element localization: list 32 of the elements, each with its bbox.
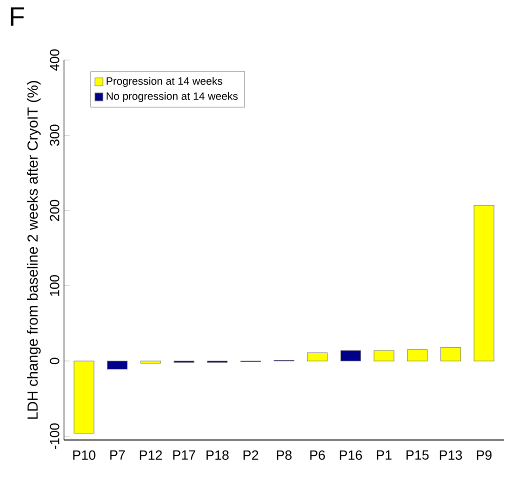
x-tick-label: P10: [73, 450, 96, 460]
y-tick-label: -100: [50, 423, 60, 449]
x-tick-label: P1: [376, 450, 392, 460]
bar: [307, 352, 328, 362]
bar: [407, 349, 428, 362]
text: F: [10, 7, 24, 26]
x-tick-label: P12: [140, 450, 162, 460]
x-tick-label: P8: [276, 450, 292, 460]
bar: [107, 360, 128, 370]
y-tick-label: 400: [50, 49, 60, 71]
legend-label: Progression at 14 weeks: [106, 76, 222, 87]
x-tick-label: P2: [244, 450, 258, 460]
bar: [340, 350, 361, 362]
legend-label: No progression at 14 weeks: [106, 92, 238, 102]
x-tick-label: P6: [310, 450, 325, 460]
x-tick-label: P15: [406, 450, 429, 460]
x-tick-label: P16: [340, 450, 362, 460]
x-tick-label: P18: [206, 450, 229, 460]
bar: [474, 204, 494, 362]
x-tick-label: P17: [173, 450, 196, 460]
x-tick-label: P13: [440, 450, 462, 460]
y-tick-label: 200: [50, 200, 60, 221]
y-tick-label: 100: [50, 275, 60, 296]
bar: [374, 350, 394, 362]
bar: [440, 347, 461, 362]
y-tick-label: 300: [50, 124, 60, 146]
x-tick-label: P7: [110, 450, 125, 460]
y-tick-label: 0: [50, 358, 60, 364]
y-axis-title: LDH change from baseline 2 weeks after CryoIT (%): [27, 81, 41, 419]
x-tick-label: P9: [476, 450, 492, 460]
bar: [74, 360, 94, 434]
bar: [140, 360, 161, 364]
